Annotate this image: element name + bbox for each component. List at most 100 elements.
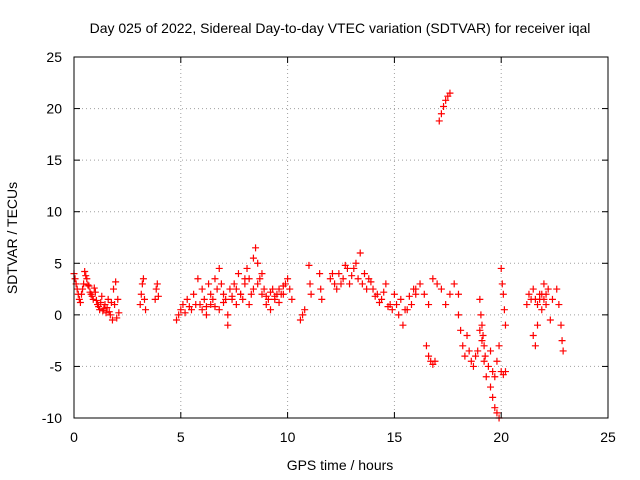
data-point — [209, 295, 217, 303]
grid — [74, 57, 608, 418]
data-point — [175, 311, 183, 319]
data-point — [215, 306, 223, 314]
data-point — [405, 292, 413, 300]
data-point — [420, 290, 428, 298]
data-point — [82, 272, 90, 280]
data-point — [481, 352, 489, 360]
data-point — [416, 280, 424, 288]
y-tick-label: -10 — [42, 410, 62, 426]
data-marks — [70, 89, 567, 422]
data-point — [207, 301, 215, 309]
data-point — [112, 278, 120, 286]
data-point — [531, 342, 539, 350]
data-point — [457, 326, 465, 334]
data-point — [341, 261, 349, 269]
data-point — [153, 280, 161, 288]
data-point — [354, 275, 362, 283]
data-point — [487, 347, 495, 355]
data-point — [529, 331, 537, 339]
data-point — [487, 383, 495, 391]
data-point — [384, 303, 392, 311]
data-point — [260, 285, 268, 293]
data-point — [536, 290, 544, 298]
data-point — [484, 362, 492, 370]
data-point — [425, 352, 433, 360]
data-point — [89, 295, 97, 303]
data-point — [477, 311, 485, 319]
data-point — [446, 89, 454, 97]
data-point — [224, 311, 232, 319]
data-point — [491, 373, 499, 381]
data-point — [425, 301, 433, 309]
x-tick-label: 15 — [387, 429, 403, 445]
data-point — [281, 280, 289, 288]
data-point — [194, 275, 202, 283]
data-point — [307, 290, 315, 298]
data-point — [115, 309, 123, 317]
data-point — [95, 303, 103, 311]
data-point — [553, 285, 561, 293]
data-point — [495, 342, 503, 350]
data-point — [491, 404, 499, 412]
data-point — [279, 290, 287, 298]
data-point — [548, 295, 556, 303]
data-point — [534, 321, 542, 329]
data-point — [108, 316, 116, 324]
data-point — [437, 285, 445, 293]
data-point — [388, 306, 396, 314]
data-point — [474, 347, 482, 355]
data-point — [136, 301, 144, 309]
data-point — [375, 298, 383, 306]
axis-ticks: 0 5 10 15 20 25 -10 -5 0 5 10 15 20 25 — [42, 49, 616, 445]
data-point — [544, 285, 552, 293]
data-point — [75, 295, 83, 303]
data-point — [183, 295, 191, 303]
data-point — [202, 303, 210, 311]
data-point — [96, 306, 104, 314]
x-tick-label: 10 — [280, 429, 296, 445]
data-point — [335, 270, 343, 278]
data-point — [476, 326, 484, 334]
data-point — [299, 311, 307, 319]
data-point — [461, 352, 469, 360]
data-point — [83, 275, 91, 283]
data-point — [305, 261, 313, 269]
data-point — [407, 301, 415, 309]
data-point — [262, 301, 270, 309]
data-point — [318, 295, 326, 303]
data-point — [85, 282, 93, 290]
data-point — [190, 290, 198, 298]
data-point — [73, 285, 81, 293]
data-point — [337, 280, 345, 288]
data-point — [469, 362, 477, 370]
data-point — [356, 249, 364, 257]
data-point — [390, 290, 398, 298]
data-point — [211, 275, 219, 283]
data-point — [523, 301, 531, 309]
data-point — [358, 280, 366, 288]
data-point — [328, 270, 336, 278]
data-point — [137, 290, 145, 298]
data-point — [142, 306, 150, 314]
data-point — [395, 311, 403, 319]
data-point — [205, 280, 213, 288]
data-point — [301, 306, 309, 314]
data-point — [228, 295, 236, 303]
data-point — [431, 357, 439, 365]
data-point — [540, 280, 548, 288]
data-point — [84, 281, 92, 289]
data-point — [478, 337, 486, 345]
data-point — [286, 285, 294, 293]
x-tick-label: 25 — [600, 429, 616, 445]
data-point — [138, 280, 146, 288]
data-point — [497, 264, 505, 272]
data-point — [467, 357, 475, 365]
data-point — [241, 275, 249, 283]
data-point — [275, 298, 283, 306]
data-point — [393, 301, 401, 309]
data-point — [267, 306, 275, 314]
data-point — [213, 285, 221, 293]
data-point — [529, 285, 537, 293]
